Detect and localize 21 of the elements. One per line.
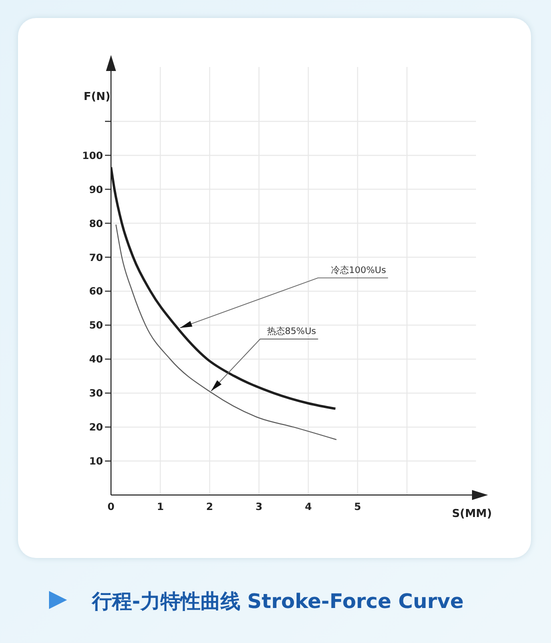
x-tick-label: 4 <box>304 502 312 514</box>
text: 行程-力特性曲线 Stroke-Force Curve <box>91 589 464 613</box>
y-tick-label: 100 <box>82 150 104 162</box>
x-tick-label: 3 <box>255 502 262 514</box>
x-tick-label: 1 <box>156 502 164 514</box>
annotation: 冷态100%Us <box>331 264 386 276</box>
y-tick-label: 70 <box>89 252 104 264</box>
y-tick-label: 20 <box>89 422 104 434</box>
y-axis-title: F(N) <box>84 90 110 103</box>
x-tick-label: 2 <box>206 502 214 514</box>
y-tick-label: 50 <box>89 320 104 332</box>
annotation: 热态85%Us <box>266 326 316 338</box>
y-tick-label: 10 <box>89 456 104 468</box>
y-tick-label: 90 <box>89 184 104 196</box>
y-tick-label: 30 <box>89 388 104 400</box>
y-tick-label: 60 <box>89 286 104 298</box>
x-tick-label: 0 <box>108 502 115 514</box>
x-axis-title: S(MM) <box>452 507 492 520</box>
x-tick-label: 5 <box>354 502 362 514</box>
y-tick-label: 80 <box>89 218 104 230</box>
y-tick-label: 40 <box>89 354 104 366</box>
